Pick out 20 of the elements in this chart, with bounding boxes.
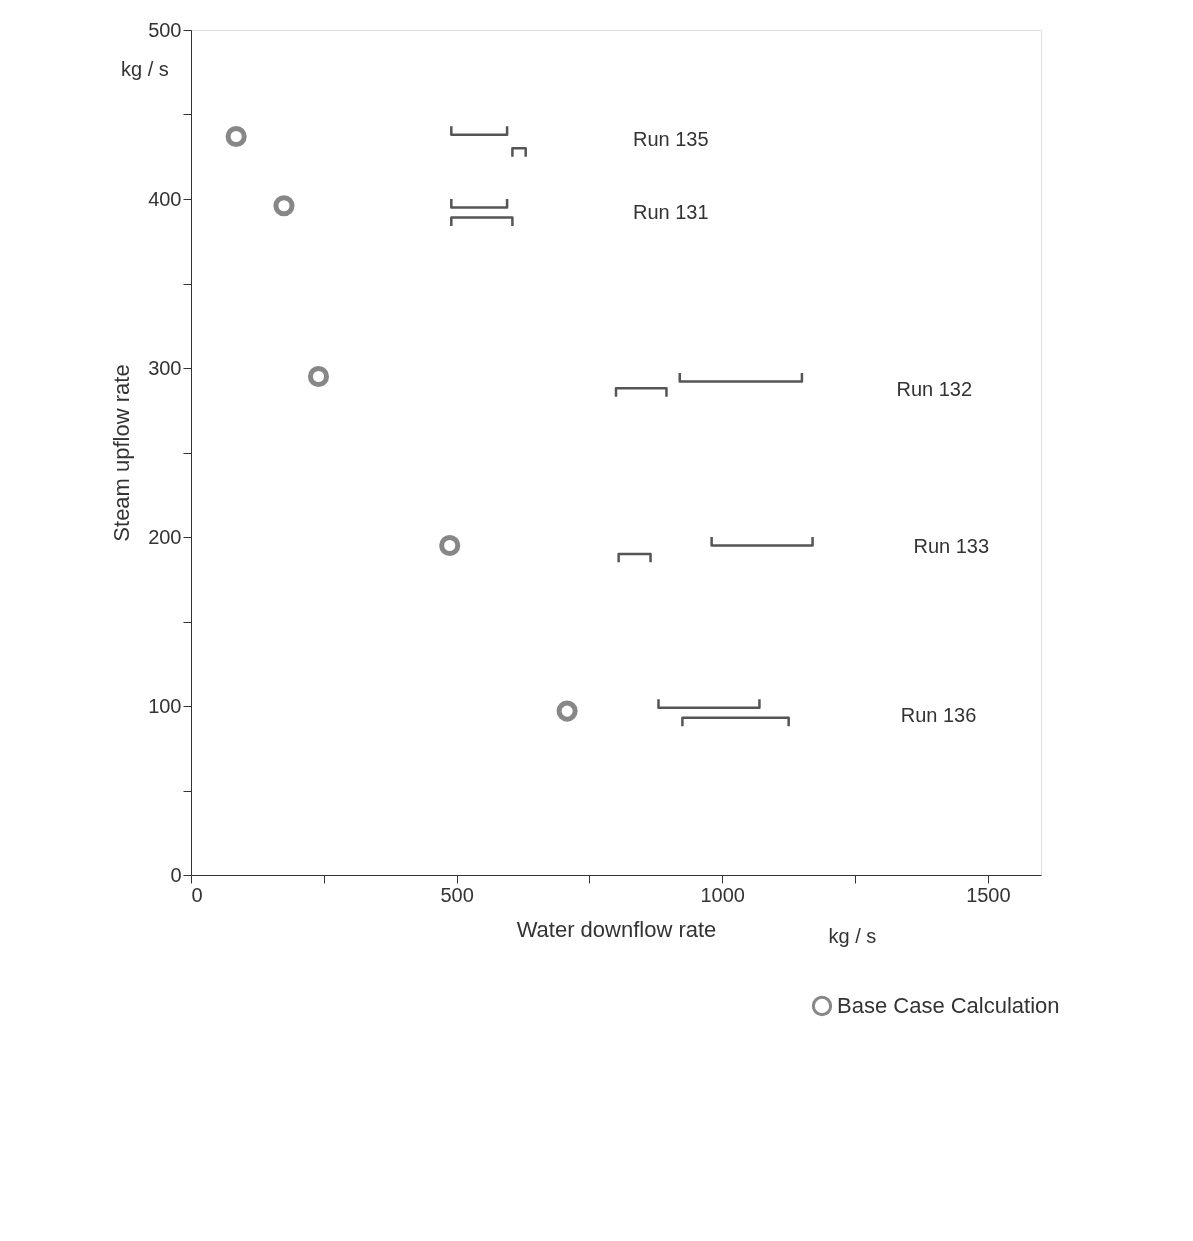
annotation: Run 132 — [896, 377, 973, 400]
x-tick-label: 1500 — [966, 883, 1011, 906]
x-axis-title: Water downflow rate — [516, 916, 717, 942]
annotation: Run 133 — [913, 535, 990, 558]
y-tick-label: 0 — [170, 863, 182, 886]
y-tick-label: 400 — [148, 187, 182, 210]
x-tick-label: 500 — [440, 883, 474, 906]
x-tick-label: 1000 — [700, 883, 745, 906]
y-tick-label: 300 — [148, 356, 182, 379]
legend-label: Base Case Calculation — [837, 993, 1060, 1018]
y-tick-label: 200 — [148, 525, 182, 548]
annotation: Run 136 — [900, 704, 977, 727]
annotation: Run 135 — [633, 127, 709, 150]
text: kg / s — [828, 925, 877, 947]
text: kg / s — [121, 58, 169, 80]
x-tick-label: 0 — [191, 883, 203, 906]
annotation: Run 131 — [633, 200, 709, 223]
y-axis-title: Steam upflow rate — [109, 364, 135, 542]
y-tick-label: 100 — [148, 694, 182, 717]
y-tick-label: 500 — [148, 18, 182, 41]
